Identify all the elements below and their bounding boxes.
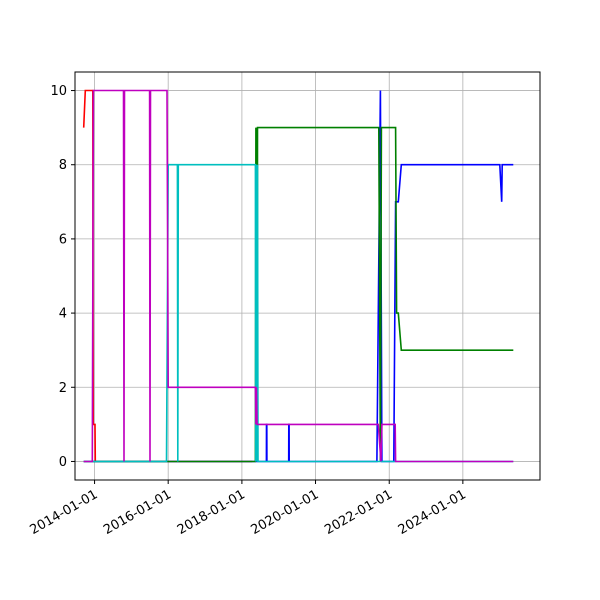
- y-tick-label: 10: [50, 84, 67, 99]
- series-layer: [82, 89, 514, 463]
- y-tick-label: 0: [59, 455, 67, 470]
- x-tick-label: 2014-01-01: [28, 487, 101, 538]
- x-tick-label: 2016-01-01: [101, 487, 174, 538]
- series-line-3: [83, 126, 514, 463]
- series-line-5: [83, 89, 514, 463]
- y-tick-label: 4: [59, 307, 67, 322]
- plot-frame: [74, 71, 541, 481]
- x-tick-label: 2018-01-01: [175, 487, 248, 538]
- series-line-2: [83, 90, 514, 463]
- x-tick-label: 2022-01-01: [322, 487, 395, 538]
- y-tick-label: 2: [59, 381, 67, 396]
- x-tick-label: 2024-01-01: [396, 487, 469, 538]
- x-tick-label: 2020-01-01: [248, 487, 321, 538]
- grid-lines: [75, 72, 540, 480]
- y-tick-label: 6: [59, 232, 67, 247]
- y-tick-label: 8: [59, 158, 67, 173]
- y-axis: 0 2 4 6 8 10: [50, 84, 75, 470]
- series-line-4: [83, 163, 514, 463]
- x-axis: 2014-01-01 2016-01-01 2018-01-01 2020-01-01…: [28, 480, 469, 538]
